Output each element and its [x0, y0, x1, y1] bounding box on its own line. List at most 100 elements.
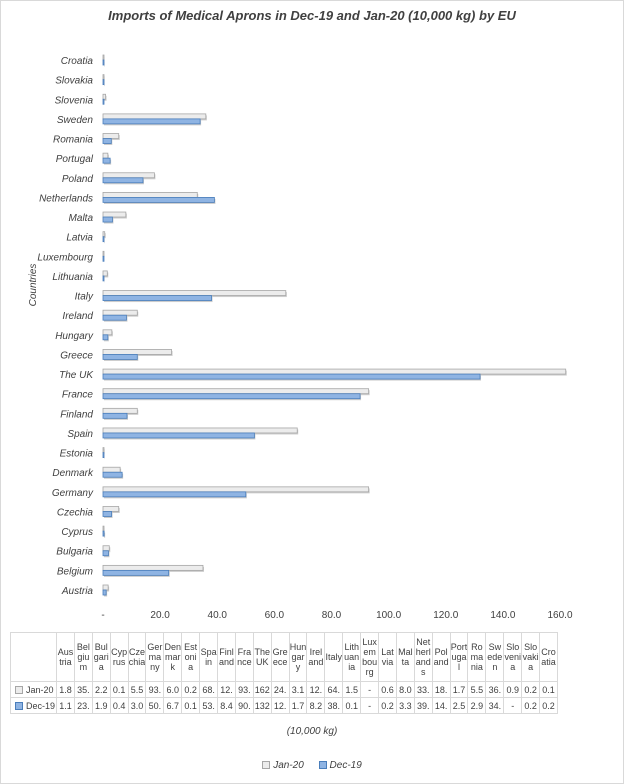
table-row-swatch [15, 702, 23, 711]
table-cell: 0.2 [539, 697, 558, 714]
table-row-swatch [15, 686, 23, 695]
bar-jan-20-cyprus [102, 525, 105, 532]
bar-jan-20-portugal [102, 152, 109, 159]
table-cell: 162 [252, 681, 272, 698]
table-header-croatia: Croatia [539, 632, 558, 682]
bar-dec-19-denmark [102, 471, 123, 478]
table-cell: 12. [270, 697, 290, 714]
table-cell: 6.7 [163, 697, 183, 714]
table-cell: 23. [73, 697, 93, 714]
bar-dec-19-latvia [102, 236, 105, 243]
table-row-label: Dec-19 [10, 697, 57, 714]
category-label-belgium: Belgium [57, 566, 93, 577]
table-cell: 0.2 [181, 681, 201, 698]
table-header-slovenia: Slovenia [503, 632, 523, 682]
bar-jan-20-germany [102, 486, 370, 493]
table-header-cyprus: Cyprus [109, 632, 129, 682]
bar-dec-19-italy [102, 295, 212, 301]
category-label-czechia: Czechia [57, 507, 94, 518]
bar-jan-20-romania [102, 133, 120, 139]
table-header-row: Austria Belgium Bulgaria Cyprus Czechia Germa… [10, 632, 558, 682]
bar-jan-20-finland [102, 407, 138, 414]
bar-dec-19-sweden [102, 118, 201, 125]
table-header-belgium: Belgium [73, 632, 93, 682]
bar-jan-20-spain [102, 427, 298, 434]
table-header-germany: Germany [145, 632, 165, 682]
table-cell: 2.2 [91, 681, 111, 698]
category-label-malta: Malta [69, 213, 94, 224]
table-row-label-text: Jan-20 [26, 684, 54, 695]
category-label-greece: Greece [60, 350, 93, 361]
table-cell: 1.9 [91, 697, 111, 714]
category-label-finland: Finland [60, 409, 93, 420]
table-cell: 3.1 [288, 681, 308, 698]
table-header-poland: Poland [431, 632, 451, 682]
category-labels: Austria Belgium Bulgaria Cyprus Czechia Germa… [37, 56, 94, 597]
table-cell: 90. [234, 697, 254, 714]
category-label-lithuania: Lithuania [52, 272, 93, 283]
table-cell: 50. [145, 697, 165, 714]
chart-title: Imports of Medical Aprons in Dec-19 and … [108, 8, 516, 23]
table-header-netherlands: Netherlands [413, 632, 433, 682]
table-row: Dec-19 1.1 23. 1.9 0.4 3.0 50. 6.7 0.1 53. 8.4 90. 1… [10, 697, 558, 714]
bar-dec-19-greece [102, 354, 138, 360]
table-cell: 0.1 [342, 697, 362, 714]
table-cell: 0.1 [181, 697, 201, 714]
legend-item-dec-19: Dec-19 [318, 760, 362, 771]
bar-jan-20-lithuania [102, 270, 108, 277]
category-label-france: France [62, 390, 94, 401]
bar-jan-20-austria [102, 584, 109, 591]
table-cell: 0.1 [539, 681, 558, 698]
legend: Jan-20 Dec-19 [0, 760, 624, 771]
x-tick-label: 160.0 [547, 610, 572, 621]
bar-dec-19-croatia [102, 59, 105, 66]
table-header-portugal: Portugal [449, 632, 469, 682]
category-label-sweden: Sweden [57, 115, 94, 126]
bar-jan-20-greece [102, 349, 172, 355]
table-cell: 0.2 [378, 697, 397, 714]
bar-jan-20-czechia [102, 506, 120, 512]
table-header-lithuania: Lithuania [342, 632, 362, 682]
bar-dec-19-romania [102, 138, 112, 144]
x-tick-label: 80.0 [322, 610, 342, 621]
table-cell: 1.7 [449, 681, 469, 698]
bar-dec-19-bulgaria [102, 550, 109, 557]
x-tick-label: 40.0 [208, 610, 228, 621]
table-cell: 34. [485, 697, 505, 714]
table-header-the-uk: The UK [252, 632, 272, 682]
bar-dec-19-portugal [102, 157, 111, 164]
bar-dec-19-lithuania [102, 275, 105, 282]
x-tick-label: - [101, 610, 104, 621]
table-cell: 1.5 [342, 681, 362, 698]
bar-dec-19-estonia [102, 452, 105, 458]
category-label-hungary: Hungary [55, 331, 94, 342]
table-cell: 132 [252, 697, 272, 714]
table-cell: 5.5 [127, 681, 147, 698]
category-label-poland: Poland [62, 174, 94, 185]
category-label-austria: Austria [61, 586, 94, 597]
bar-jan-20-poland [102, 172, 155, 179]
table-cell: 24. [270, 681, 290, 698]
table-cell: 93. [234, 681, 254, 698]
category-label-latvia: Latvia [66, 233, 93, 244]
table-cell: 36. [485, 681, 505, 698]
table-cell: 1.7 [288, 697, 308, 714]
table-header-denmark: Denmark [163, 632, 183, 682]
bar-dec-19-belgium [102, 569, 170, 576]
x-tick-label: 120.0 [433, 610, 458, 621]
category-label-croatia: Croatia [61, 56, 94, 67]
table-header-romania: Romania [467, 632, 487, 682]
bar-jan-20-ireland [102, 309, 138, 316]
table-header-spain: Spain [199, 632, 219, 682]
bar-jan-20-italy [102, 290, 287, 296]
table-cell: 3.0 [127, 697, 147, 714]
x-axis-unit-label: (10,000 kg) [286, 726, 338, 737]
table-cell: 38. [324, 697, 344, 714]
table-cell: 18. [431, 681, 451, 698]
x-tick-label: 100.0 [376, 610, 401, 621]
bar-jan-20-bulgaria [102, 545, 110, 552]
category-label-netherlands: Netherlands [39, 193, 93, 204]
table-cell: - [360, 697, 380, 714]
table-cell: 53. [199, 697, 219, 714]
table-header-slovakia: Slovakia [521, 632, 541, 682]
